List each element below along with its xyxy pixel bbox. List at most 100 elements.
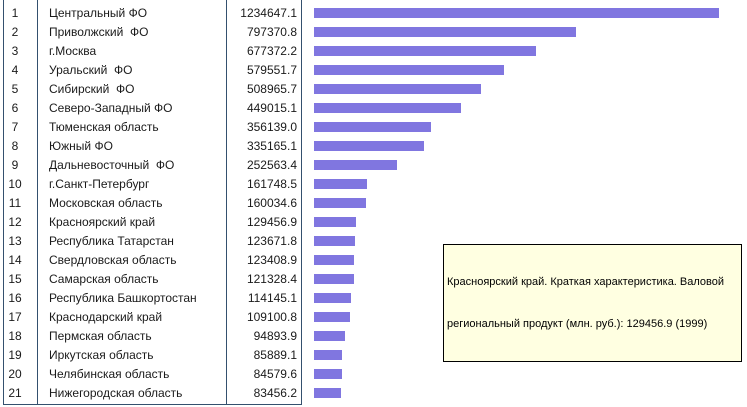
region-name-cell: Московская область bbox=[49, 195, 163, 210]
value-cell: 508965.7 bbox=[246, 81, 297, 96]
region-name-cell: Дальневосточный ФО bbox=[49, 157, 175, 172]
table-row[interactable]: 2 Приволжский ФО 797370.8 bbox=[0, 22, 747, 41]
rank-cell: 5 bbox=[11, 81, 19, 96]
table-row[interactable]: 21 Нижегородская область 83456.2 bbox=[0, 383, 747, 402]
value-bar[interactable] bbox=[314, 273, 354, 284]
table-border-rank-name bbox=[37, 0, 38, 405]
region-name-cell: Южный ФО bbox=[49, 138, 113, 153]
value-bar[interactable] bbox=[314, 216, 356, 227]
table-border-name-value bbox=[226, 0, 227, 405]
value-bar[interactable] bbox=[314, 102, 461, 113]
value-cell: 129456.9 bbox=[246, 214, 297, 229]
region-name-cell: Иркутская область bbox=[49, 347, 154, 362]
region-name-cell: Нижегородская область bbox=[49, 385, 183, 400]
value-bar[interactable] bbox=[314, 292, 351, 303]
value-bar[interactable] bbox=[314, 26, 576, 37]
region-name-cell: Краснодарский край bbox=[49, 309, 163, 324]
value-cell: 123671.8 bbox=[246, 233, 297, 248]
rank-cell: 4 bbox=[11, 62, 19, 77]
value-bar[interactable] bbox=[314, 349, 342, 360]
value-cell: 109100.8 bbox=[246, 309, 297, 324]
value-bar[interactable] bbox=[314, 121, 431, 132]
table-row[interactable]: 9 Дальневосточный ФО 252563.4 bbox=[0, 155, 747, 174]
region-name-cell: Уральский ФО bbox=[49, 62, 133, 77]
value-bar[interactable] bbox=[314, 45, 536, 56]
rank-cell: 18 bbox=[8, 328, 22, 343]
table-row[interactable]: 4 Уральский ФО 579551.7 bbox=[0, 60, 747, 79]
value-bar[interactable] bbox=[314, 197, 366, 208]
value-bar[interactable] bbox=[314, 7, 719, 18]
value-bar[interactable] bbox=[314, 235, 355, 246]
value-cell: 797370.8 bbox=[246, 24, 297, 39]
value-bar[interactable] bbox=[314, 254, 354, 265]
table-row[interactable]: 3 г.Москва 677372.2 bbox=[0, 41, 747, 60]
table-row[interactable]: 12 Красноярский край 129456.9 bbox=[0, 212, 747, 231]
rank-cell: 9 bbox=[11, 157, 19, 172]
value-bar[interactable] bbox=[314, 178, 367, 189]
rank-cell: 1 bbox=[11, 5, 19, 20]
value-bar[interactable] bbox=[314, 159, 397, 170]
table-border-left bbox=[3, 0, 4, 405]
rank-cell: 16 bbox=[8, 290, 22, 305]
rank-cell: 19 bbox=[8, 347, 22, 362]
value-cell: 161748.5 bbox=[246, 176, 297, 191]
value-cell: 1234647.1 bbox=[240, 5, 297, 20]
value-bar[interactable] bbox=[314, 140, 424, 151]
region-name-cell: Республика Татарстан bbox=[49, 233, 174, 248]
rank-cell: 13 bbox=[8, 233, 22, 248]
value-cell: 84579.6 bbox=[253, 366, 297, 381]
table-row[interactable]: 20 Челябинская область 84579.6 bbox=[0, 364, 747, 383]
region-name-cell: Северо-Западный ФО bbox=[49, 100, 173, 115]
value-bar[interactable] bbox=[314, 64, 504, 75]
value-bar[interactable] bbox=[314, 368, 342, 379]
table-row[interactable]: 17 Краснодарский край 109100.8 bbox=[0, 307, 747, 326]
value-bar[interactable] bbox=[314, 330, 345, 341]
value-cell: 579551.7 bbox=[246, 62, 297, 77]
table-row[interactable]: 19 Иркутская область 85889.1 bbox=[0, 345, 747, 364]
table-row[interactable]: 14 Свердловская область 123408.9 bbox=[0, 250, 747, 269]
region-name-cell: Центральный ФО bbox=[49, 5, 148, 20]
rank-cell: 2 bbox=[11, 24, 19, 39]
value-bar[interactable] bbox=[314, 387, 341, 398]
table-row[interactable]: 18 Пермская область 94893.9 bbox=[0, 326, 747, 345]
rank-cell: 8 bbox=[11, 138, 19, 153]
region-ranking-table: 1 Центральный ФО 1234647.1 2 Приволжский… bbox=[0, 3, 747, 402]
rank-cell: 21 bbox=[8, 385, 22, 400]
value-cell: 252563.4 bbox=[246, 157, 297, 172]
value-cell: 677372.2 bbox=[246, 43, 297, 58]
value-bar[interactable] bbox=[314, 311, 350, 322]
region-name-cell: Тюменская область bbox=[49, 119, 159, 134]
tooltip-line2: региональный продукт (млн. руб.): 129456… bbox=[447, 318, 708, 330]
value-cell: 85889.1 bbox=[253, 347, 297, 362]
value-cell: 449015.1 bbox=[246, 100, 297, 115]
region-name-cell: Республика Башкортостан bbox=[49, 290, 197, 305]
region-name-cell: Челябинская область bbox=[49, 366, 170, 381]
region-name-cell: Красноярский край bbox=[49, 214, 156, 229]
table-row[interactable]: 16 Республика Башкортостан 114145.1 bbox=[0, 288, 747, 307]
rank-cell: 20 bbox=[8, 366, 22, 381]
region-name-cell: г.Москва bbox=[49, 43, 97, 58]
rank-cell: 15 bbox=[8, 271, 22, 286]
table-row[interactable]: 7 Тюменская область 356139.0 bbox=[0, 117, 747, 136]
table-border-bottom bbox=[3, 404, 302, 405]
region-name-cell: Сибирский ФО bbox=[49, 81, 135, 96]
table-border-right bbox=[301, 0, 302, 405]
rank-cell: 6 bbox=[11, 100, 19, 115]
value-cell: 356139.0 bbox=[246, 119, 297, 134]
table-row[interactable]: 10 г.Санкт-Петербург 161748.5 bbox=[0, 174, 747, 193]
value-bar[interactable] bbox=[314, 83, 481, 94]
value-cell: 123408.9 bbox=[246, 252, 297, 267]
table-row[interactable]: 8 Южный ФО 335165.1 bbox=[0, 136, 747, 155]
region-name-cell: Свердловская область bbox=[49, 252, 177, 267]
rank-cell: 10 bbox=[8, 176, 22, 191]
value-cell: 121328.4 bbox=[246, 271, 297, 286]
region-name-cell: г.Санкт-Петербург bbox=[49, 176, 150, 191]
table-row[interactable]: 1 Центральный ФО 1234647.1 bbox=[0, 3, 747, 22]
table-row[interactable]: 6 Северо-Западный ФО 449015.1 bbox=[0, 98, 747, 117]
table-row[interactable]: 11 Московская область 160034.6 bbox=[0, 193, 747, 212]
rank-cell: 17 bbox=[8, 309, 22, 324]
table-row[interactable]: 13 Республика Татарстан 123671.8 bbox=[0, 231, 747, 250]
table-row[interactable]: 15 Самарская область 121328.4 bbox=[0, 269, 747, 288]
table-row[interactable]: 5 Сибирский ФО 508965.7 bbox=[0, 79, 747, 98]
